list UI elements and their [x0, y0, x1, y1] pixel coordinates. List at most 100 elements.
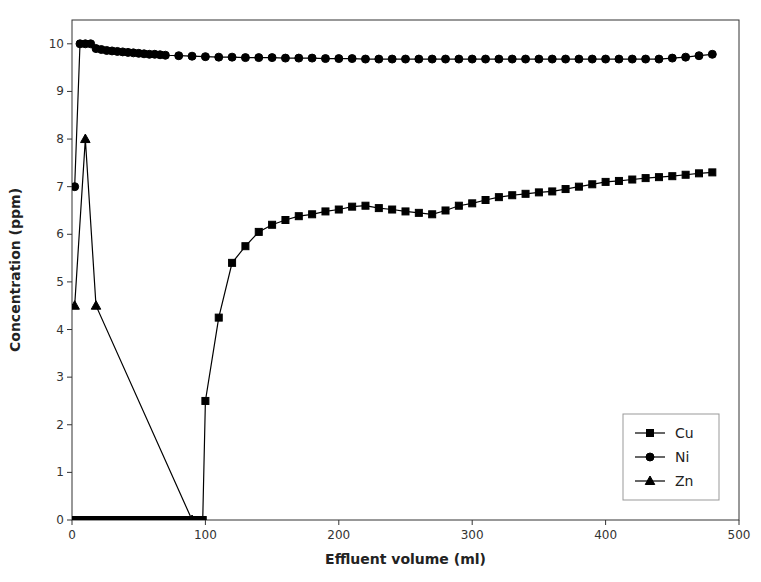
series-marker [709, 169, 716, 176]
series-marker [562, 55, 570, 63]
series-marker [589, 181, 596, 188]
series-marker [199, 517, 206, 521]
series-marker [575, 55, 583, 63]
axes: 0100200300400500012345678910 [49, 37, 751, 542]
series-marker [669, 173, 676, 180]
x-tick [72, 520, 73, 525]
y-tick-label: 8 [56, 132, 64, 146]
legend-swatch-marker [647, 430, 654, 437]
series-marker [575, 183, 582, 190]
y-tick [67, 520, 72, 521]
x-tick [472, 520, 473, 525]
x-tick [605, 520, 606, 525]
series-marker [415, 209, 422, 216]
series-marker [187, 515, 197, 520]
series-marker [469, 200, 476, 207]
series-marker [295, 54, 303, 62]
series-line [75, 172, 713, 520]
series-marker [402, 55, 410, 63]
x-tick-label: 100 [194, 528, 217, 542]
series-marker [321, 55, 329, 63]
series-marker [668, 54, 676, 62]
series-marker [215, 314, 222, 321]
x-tick [205, 520, 206, 525]
series-marker [72, 301, 79, 310]
y-tick [67, 377, 72, 378]
series-marker [588, 55, 596, 63]
legend-label: Cu [675, 425, 694, 441]
series-marker [361, 55, 369, 63]
series-marker [535, 55, 543, 63]
series-marker [655, 174, 662, 181]
x-axis-label: Effluent volume (ml) [325, 551, 486, 567]
series-marker [482, 55, 490, 63]
series-marker [281, 54, 289, 62]
chart-svg: 0100200300400500012345678910Effluent vol… [0, 0, 761, 582]
y-tick-label: 7 [56, 180, 64, 194]
series-marker [309, 211, 316, 218]
y-tick-label: 2 [56, 418, 64, 432]
y-tick-label: 9 [56, 84, 64, 98]
series-marker [495, 55, 503, 63]
series-marker [442, 207, 449, 214]
series-marker [268, 54, 276, 62]
series-marker [255, 54, 263, 62]
series-marker [362, 202, 369, 209]
series-zn [72, 134, 197, 520]
series-marker [295, 213, 302, 220]
series-marker [175, 52, 183, 60]
series-marker [188, 52, 196, 60]
series-marker [695, 52, 703, 60]
series-marker [708, 50, 716, 58]
x-tick-label: 500 [728, 528, 751, 542]
legend-swatch-marker [645, 476, 655, 485]
y-tick [67, 424, 72, 425]
series-marker [242, 243, 249, 250]
series-marker [455, 202, 462, 209]
series-marker [269, 221, 276, 228]
series-marker [402, 208, 409, 215]
series-marker [562, 186, 569, 193]
y-tick-label: 1 [56, 465, 64, 479]
series-marker [495, 194, 502, 201]
series-marker [282, 217, 289, 224]
chart-container: 0100200300400500012345678910Effluent vol… [0, 0, 761, 582]
y-tick [67, 139, 72, 140]
series-marker [72, 183, 79, 191]
series-marker [308, 54, 316, 62]
series-marker [642, 175, 649, 182]
series-marker [509, 192, 516, 199]
series-marker [202, 397, 209, 404]
y-tick [67, 91, 72, 92]
series-marker [628, 55, 636, 63]
series-marker [615, 177, 622, 184]
series-line [75, 139, 192, 520]
series-marker [482, 197, 489, 204]
series-marker [215, 53, 223, 61]
series-marker [322, 208, 329, 215]
series-marker [255, 228, 262, 235]
legend-box [623, 414, 719, 500]
series-marker [695, 170, 702, 177]
series-marker [429, 211, 436, 218]
legend-entry: Cu [635, 425, 694, 441]
y-tick-label: 4 [56, 323, 64, 337]
series-line [75, 44, 713, 187]
plot-data [72, 40, 716, 520]
x-tick [338, 520, 339, 525]
y-tick-label: 0 [56, 513, 64, 527]
x-tick-label: 300 [461, 528, 484, 542]
series-marker [389, 206, 396, 213]
series-marker [348, 55, 356, 63]
series-marker [375, 55, 383, 63]
plot-frame [72, 20, 739, 520]
legend: CuNiZn [623, 414, 719, 500]
series-marker [91, 301, 101, 310]
y-tick [67, 281, 72, 282]
series-ni [72, 40, 716, 191]
series-marker [508, 55, 516, 63]
y-tick [67, 472, 72, 473]
series-marker [349, 203, 356, 210]
series-marker [161, 51, 169, 59]
x-tick [739, 520, 740, 525]
